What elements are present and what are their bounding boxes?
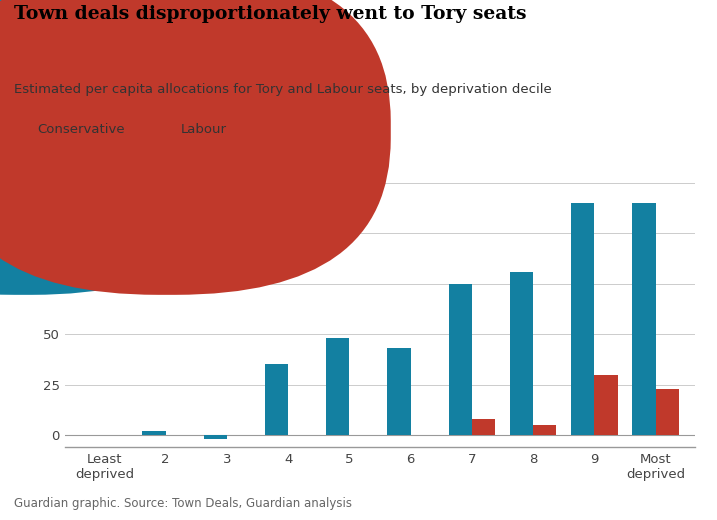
Bar	[632, 203, 655, 435]
Bar	[143, 431, 166, 435]
Bar	[594, 374, 617, 435]
Text: Guardian graphic. Source: Town Deals, Guardian analysis: Guardian graphic. Source: Town Deals, Gu…	[14, 497, 352, 510]
Text: Labour: Labour	[181, 123, 227, 136]
Bar	[472, 419, 495, 435]
Bar	[387, 348, 411, 435]
Bar	[265, 365, 288, 435]
Text: £125: £125	[58, 153, 92, 166]
Text: Conservative: Conservative	[37, 123, 125, 136]
Text: Town deals disproportionately went to Tory seats: Town deals disproportionately went to To…	[14, 5, 527, 23]
Bar	[449, 284, 472, 435]
Bar	[655, 388, 679, 435]
Bar	[571, 203, 594, 435]
Bar	[326, 338, 349, 435]
Bar	[510, 271, 533, 435]
Text: Estimated per capita allocations for Tory and Labour seats, by deprivation decil: Estimated per capita allocations for Tor…	[14, 83, 552, 96]
Bar	[204, 435, 227, 439]
Bar	[533, 425, 556, 435]
